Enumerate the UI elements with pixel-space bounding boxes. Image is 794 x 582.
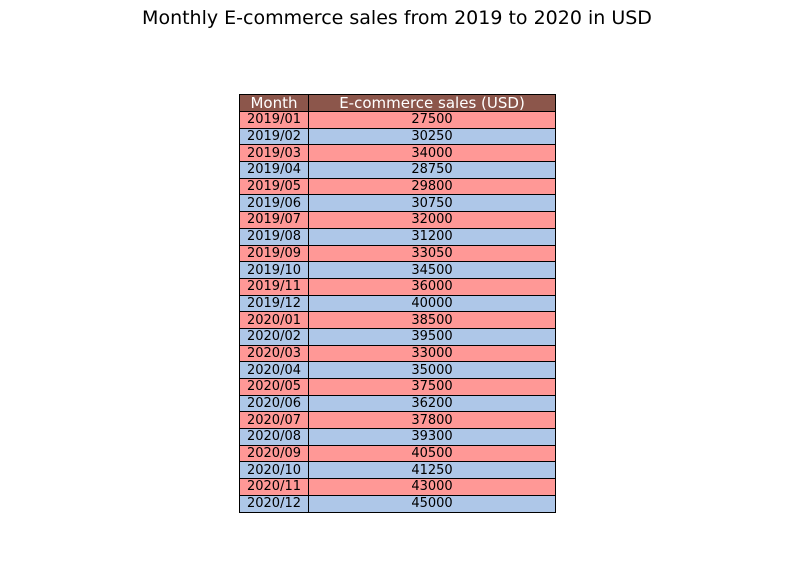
month-cell: 2019/05: [239, 177, 309, 196]
sales-cell: 34000: [308, 144, 556, 163]
month-cell: 2019/02: [239, 127, 309, 146]
table-row: 2019/10 34500: [239, 261, 556, 279]
sales-table: Month E-commerce sales (USD) 2019/01 2750…: [239, 94, 556, 513]
table-row: 2019/05 29800: [239, 177, 556, 196]
sales-cell: 28750: [308, 161, 556, 179]
sales-cell: 35000: [308, 361, 556, 379]
month-cell: 2020/04: [239, 361, 309, 379]
sales-cell: 38500: [308, 311, 556, 329]
sales-cell: 27500: [308, 111, 556, 129]
month-cell: 2019/07: [239, 211, 309, 229]
table-row: 2020/03 33000: [239, 344, 556, 363]
sales-cell: 37800: [308, 411, 556, 430]
table-row: 2020/08 39300: [239, 428, 556, 446]
month-cell: 2020/06: [239, 394, 309, 413]
month-cell: 2019/06: [239, 194, 309, 213]
table-row: 2019/08 31200: [239, 227, 556, 246]
month-cell: 2020/07: [239, 411, 309, 430]
sales-cell: 30750: [308, 194, 556, 213]
sales-cell: 33050: [308, 244, 556, 263]
sales-cell: 39500: [308, 327, 556, 346]
column-header-sales: E-commerce sales (USD): [308, 94, 556, 112]
month-cell: 2019/08: [239, 227, 309, 246]
sales-cell: 40500: [308, 444, 556, 463]
month-cell: 2020/05: [239, 378, 309, 396]
month-cell: 2020/12: [239, 494, 309, 513]
table-row: 2019/07 32000: [239, 211, 556, 229]
table-row: 2020/07 37800: [239, 411, 556, 430]
month-cell: 2019/04: [239, 161, 309, 179]
sales-cell: 30250: [308, 127, 556, 146]
sales-cell: 36000: [308, 277, 556, 296]
month-cell: 2019/12: [239, 294, 309, 313]
month-cell: 2020/08: [239, 428, 309, 446]
table-row: 2019/03 34000: [239, 144, 556, 163]
month-cell: 2019/03: [239, 144, 309, 163]
month-cell: 2020/03: [239, 344, 309, 363]
table-row: 2019/02 30250: [239, 127, 556, 146]
sales-cell: 31200: [308, 227, 556, 246]
table-row: 2019/06 30750: [239, 194, 556, 213]
table-row: 2020/05 37500: [239, 378, 556, 396]
month-cell: 2019/09: [239, 244, 309, 263]
table-row: 2020/10 41250: [239, 461, 556, 480]
sales-cell: 39300: [308, 428, 556, 446]
table-row: 2019/04 28750: [239, 161, 556, 179]
table-row: 2020/06 36200: [239, 394, 556, 413]
table-row: 2020/04 35000: [239, 361, 556, 379]
month-cell: 2020/09: [239, 444, 309, 463]
table-header-row: Month E-commerce sales (USD): [239, 94, 556, 112]
sales-cell: 45000: [308, 494, 556, 513]
table-row: 2020/09 40500: [239, 444, 556, 463]
table-row: 2020/11 43000: [239, 478, 556, 496]
sales-cell: 29800: [308, 177, 556, 196]
table-row: 2019/09 33050: [239, 244, 556, 263]
month-cell: 2019/11: [239, 277, 309, 296]
sales-cell: 43000: [308, 478, 556, 496]
sales-cell: 33000: [308, 344, 556, 363]
month-cell: 2019/01: [239, 111, 309, 129]
sales-cell: 40000: [308, 294, 556, 313]
table-row: 2020/02 39500: [239, 327, 556, 346]
table-row: 2020/01 38500: [239, 311, 556, 329]
month-cell: 2020/01: [239, 311, 309, 329]
sales-cell: 37500: [308, 378, 556, 396]
month-cell: 2020/11: [239, 478, 309, 496]
chart-title: Monthly E-commerce sales from 2019 to 20…: [142, 7, 652, 29]
table-row: 2020/12 45000: [239, 494, 556, 513]
column-header-month: Month: [239, 94, 309, 112]
month-cell: 2020/02: [239, 327, 309, 346]
table-row: 2019/12 40000: [239, 294, 556, 313]
month-cell: 2019/10: [239, 261, 309, 279]
sales-cell: 36200: [308, 394, 556, 413]
month-cell: 2020/10: [239, 461, 309, 480]
sales-cell: 34500: [308, 261, 556, 279]
sales-cell: 32000: [308, 211, 556, 229]
sales-cell: 41250: [308, 461, 556, 480]
table-row: 2019/11 36000: [239, 277, 556, 296]
table-body: 2019/01 27500 2019/02 30250 2019/03 34000 2019…: [239, 111, 556, 513]
table-row: 2019/01 27500: [239, 111, 556, 129]
